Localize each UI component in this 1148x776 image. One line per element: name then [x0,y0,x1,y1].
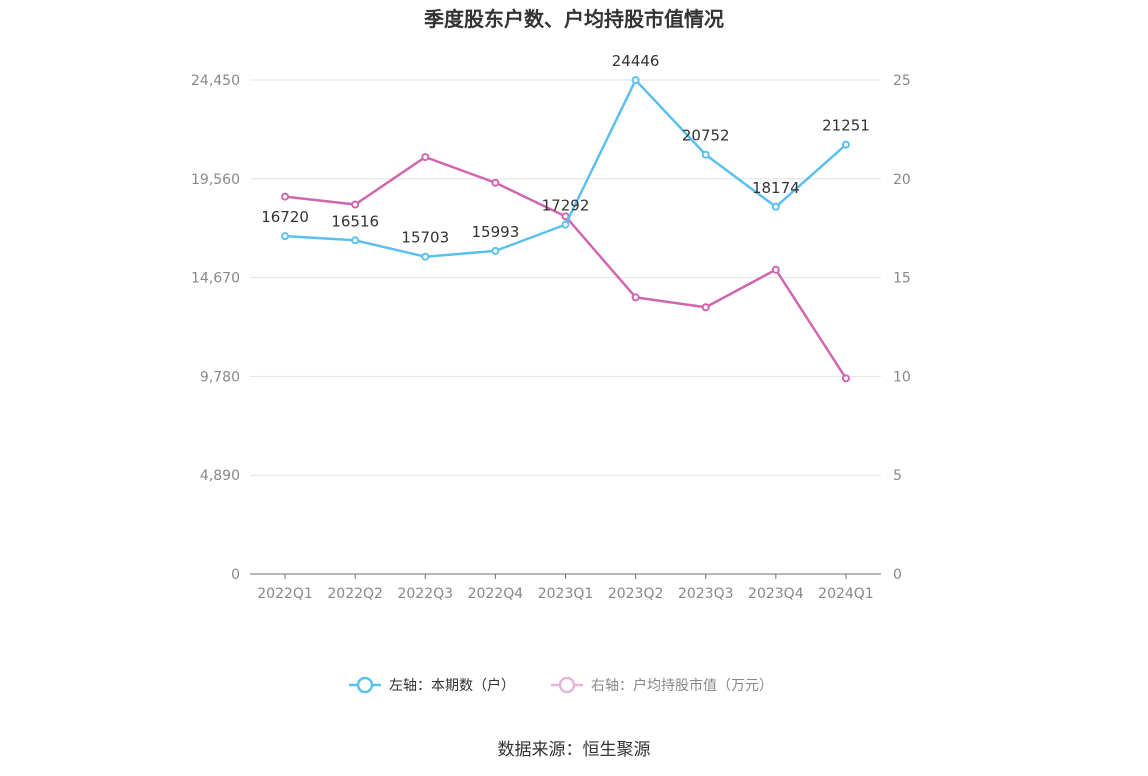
left-tick-label: 14,670 [191,271,240,287]
chart-title: 季度股东户数、户均持股市值情况 [423,7,724,31]
data-point[interactable] [421,153,430,162]
x-tick-label: 2023Q4 [748,586,804,602]
x-tick-label: 2022Q2 [327,586,383,602]
left-tick-label: 0 [231,567,240,583]
legend-item[interactable]: 右轴：户均持股市值（万元） [551,676,773,694]
legend[interactable]: 左轴：本期数（户） 右轴：户均持股市值（万元） [349,676,773,694]
right-tick-label: 10 [893,369,911,385]
data-label: 15993 [472,223,520,241]
data-point[interactable] [841,374,850,383]
data-point[interactable] [351,200,360,209]
data-point[interactable] [701,303,710,312]
data-point[interactable] [491,246,500,255]
legend-marker [558,676,576,694]
data-label: 16516 [331,212,379,230]
legend-label: 左轴：本期数（户） [389,677,515,694]
data-point[interactable] [631,293,640,302]
data-label: 18174 [752,179,800,197]
right-tick-label: 0 [893,567,902,583]
x-tick-label: 2023Q3 [678,586,734,602]
data-label: 15703 [401,229,449,247]
legend-label: 右轴：户均持股市值（万元） [591,677,773,694]
data-label: 20752 [682,127,730,145]
left-tick-label: 24,450 [191,73,240,89]
data-label: 17292 [542,197,590,215]
grid [250,79,881,476]
data-point[interactable] [491,178,500,187]
x-tick-label: 2023Q2 [608,586,664,602]
right-tick-label: 5 [893,468,902,484]
data-point[interactable] [281,192,290,201]
x-tick-label: 2022Q3 [397,586,453,602]
series-left: 16720 16516 15703 15993 17292 24446 20752 18174… [261,52,870,261]
data-point[interactable] [421,252,430,261]
left-tick-label: 9,780 [200,369,240,385]
data-point[interactable] [771,202,780,211]
data-point[interactable] [631,76,640,85]
axes: 0 0 4,890 5 9,780 10 14,670 15 19,560 20 24,450 25 2… [191,73,911,602]
data-point[interactable] [351,236,360,245]
legend-marker [356,676,374,694]
right-tick-label: 15 [893,271,911,287]
x-tick-label: 2023Q1 [538,586,594,602]
data-point[interactable] [281,232,290,241]
left-tick-label: 19,560 [191,172,240,188]
series-layer: 16720 16516 15703 15993 17292 24446 20752 18174… [261,52,870,383]
data-point[interactable] [771,265,780,274]
data-label: 16720 [261,208,309,226]
data-point[interactable] [701,150,710,159]
series-right [281,153,850,383]
right-tick-label: 25 [893,73,911,89]
data-label: 24446 [612,52,660,70]
x-tick-label: 2024Q1 [818,586,874,602]
data-point[interactable] [841,140,850,149]
left-tick-label: 4,890 [200,468,240,484]
legend-item[interactable]: 左轴：本期数（户） [349,676,515,694]
right-tick-label: 20 [893,172,911,188]
x-tick-label: 2022Q1 [257,586,313,602]
x-tick-label: 2022Q4 [468,586,524,602]
source-text: 数据来源：恒生聚源 [498,740,651,760]
data-label: 21251 [822,117,870,135]
data-point[interactable] [561,220,570,229]
